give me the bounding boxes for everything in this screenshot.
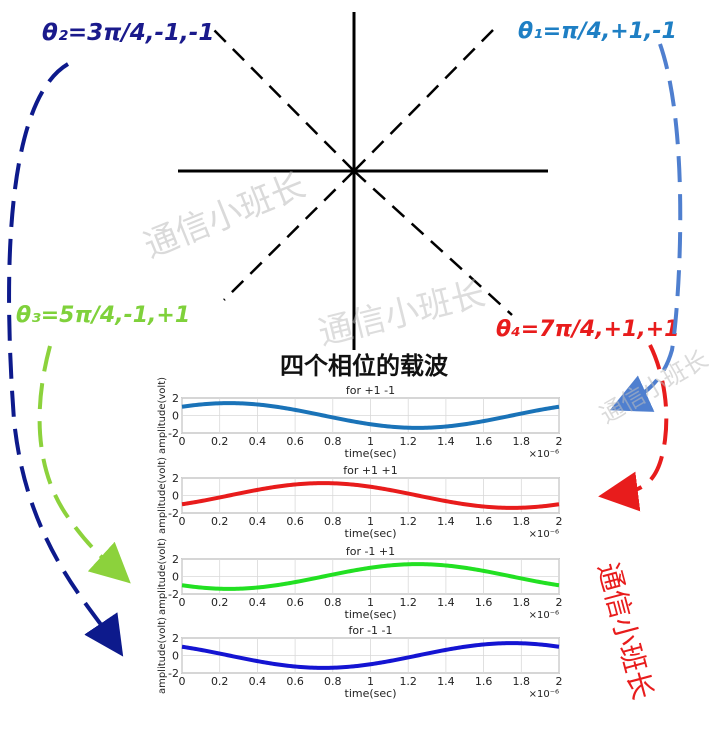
arrow-theta1 — [609, 43, 683, 412]
x-tick-label: 0.4 — [249, 596, 267, 609]
subplot-title: for +1 -1 — [346, 384, 395, 397]
x-tick-label: 0.8 — [324, 675, 342, 688]
y-tick-label: 2 — [172, 553, 179, 566]
x-axis-label: time(sec) — [345, 447, 397, 460]
y-tick-label: 0 — [172, 490, 179, 503]
x-tick-label: 1.2 — [399, 435, 417, 448]
x-exponent-label: ×10⁻⁶ — [529, 529, 559, 540]
x-tick-label: 0.4 — [249, 435, 267, 448]
x-tick-label: 0 — [179, 675, 186, 688]
x-tick-label: 1.8 — [513, 596, 531, 609]
diagonal-theta3 — [223, 170, 355, 301]
carrier-line-4 — [181, 641, 560, 670]
y-axis-label: amplitude(volt) — [157, 617, 168, 694]
x-axis-label: time(sec) — [345, 608, 397, 621]
carrier-line-1 — [181, 401, 560, 430]
x-tick-label: 0.6 — [286, 675, 304, 688]
watermark-red-vertical: 通信小班长 — [591, 559, 659, 703]
watermark-1: 通信小班长 — [138, 166, 311, 267]
x-tick-label: 1.6 — [475, 435, 493, 448]
x-exponent-label: ×10⁻⁶ — [529, 689, 559, 700]
y-tick-label: 2 — [172, 392, 179, 405]
label-theta-2: θ₂=3π/4,-1,-1 — [42, 20, 214, 46]
x-axis-label: time(sec) — [345, 687, 397, 700]
y-tick-label: 2 — [172, 632, 179, 645]
subplot-title: for -1 +1 — [346, 545, 395, 558]
x-exponent-label: ×10⁻⁶ — [529, 449, 559, 460]
diagonal-theta4 — [353, 170, 513, 316]
x-tick-label: 1.4 — [437, 435, 455, 448]
x-tick-label: 0.6 — [286, 435, 304, 448]
x-tick-label: 1.6 — [475, 515, 493, 528]
x-tick-label: 2 — [556, 596, 563, 609]
arrow-theta2 — [7, 62, 124, 657]
y-tick-label: 0 — [172, 650, 179, 663]
x-tick-label: 1 — [367, 515, 374, 528]
x-tick-label: 0.8 — [324, 515, 342, 528]
x-tick-label: 1.8 — [513, 675, 531, 688]
x-tick-label: 0.2 — [211, 675, 229, 688]
x-tick-label: 1.4 — [437, 596, 455, 609]
diagonal-theta2 — [213, 29, 355, 172]
x-tick-label: 2 — [556, 435, 563, 448]
x-tick-label: 1 — [367, 435, 374, 448]
x-tick-label: 0.4 — [249, 515, 267, 528]
x-tick-label: 1.4 — [437, 515, 455, 528]
y-tick-label: -2 — [168, 667, 179, 680]
y-tick-label: 2 — [172, 472, 179, 485]
x-tick-label: 1.4 — [437, 675, 455, 688]
main-title: 四个相位的载波 — [280, 352, 449, 380]
label-theta-3: θ₃=5π/4,-1,+1 — [16, 303, 190, 328]
x-tick-label: 1 — [367, 675, 374, 688]
x-tick-label: 0.2 — [211, 515, 229, 528]
watermark-2: 通信小班长 — [315, 274, 490, 354]
x-tick-label: 0.2 — [211, 596, 229, 609]
carrier-line-3 — [181, 562, 560, 591]
x-axis-label: time(sec) — [345, 527, 397, 540]
x-exponent-label: ×10⁻⁶ — [529, 610, 559, 621]
x-tick-label: 2 — [556, 675, 563, 688]
x-tick-label: 0.6 — [286, 596, 304, 609]
x-tick-label: 1.8 — [513, 435, 531, 448]
subplot-title: for +1 +1 — [343, 464, 398, 477]
x-tick-label: 1 — [367, 596, 374, 609]
x-tick-label: 0.8 — [324, 596, 342, 609]
x-tick-label: 0 — [179, 435, 186, 448]
x-tick-label: 0.2 — [211, 435, 229, 448]
x-tick-label: 1.2 — [399, 515, 417, 528]
x-tick-label: 1.6 — [475, 675, 493, 688]
arrow-theta3 — [37, 345, 131, 584]
y-tick-label: 0 — [172, 410, 179, 423]
y-tick-label: -2 — [168, 427, 179, 440]
x-tick-label: 1.2 — [399, 675, 417, 688]
x-tick-label: 0.8 — [324, 435, 342, 448]
y-axis-label: amplitude(volt) — [157, 457, 168, 534]
x-tick-label: 0 — [179, 596, 186, 609]
subplot-title: for -1 -1 — [348, 624, 392, 637]
constellation-diagram — [178, 12, 548, 350]
carrier-line-2 — [181, 481, 560, 510]
y-axis-label: amplitude(volt) — [157, 538, 168, 615]
y-tick-label: -2 — [168, 507, 179, 520]
x-tick-label: 0.4 — [249, 675, 267, 688]
diagonal-theta1 — [353, 27, 496, 172]
label-theta-4: θ₄=7π/4,+1,+1 — [496, 317, 679, 342]
x-tick-label: 1.8 — [513, 515, 531, 528]
y-tick-label: 0 — [172, 571, 179, 584]
x-tick-label: 1.6 — [475, 596, 493, 609]
y-tick-label: -2 — [168, 588, 179, 601]
x-tick-label: 1.2 — [399, 596, 417, 609]
label-theta-1: θ₁=π/4,+1,-1 — [518, 19, 677, 44]
x-tick-label: 0.6 — [286, 515, 304, 528]
x-tick-label: 2 — [556, 515, 563, 528]
y-axis-label: amplitude(volt) — [157, 377, 168, 454]
x-tick-label: 0 — [179, 515, 186, 528]
arrow-theta4 — [598, 344, 669, 512]
